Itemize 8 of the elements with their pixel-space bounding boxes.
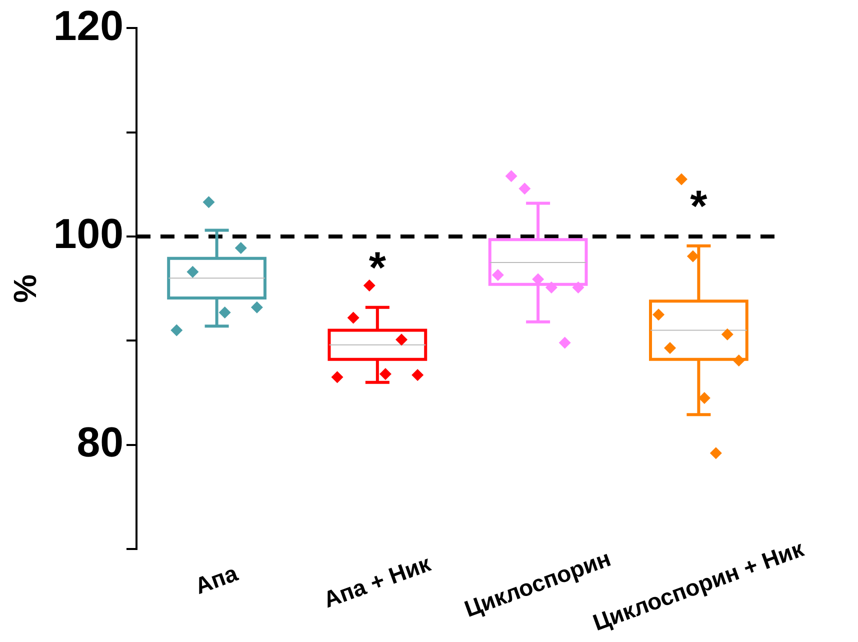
- annotation: *: [368, 243, 387, 292]
- y-axis-title: %: [7, 274, 44, 303]
- annotation: *: [690, 182, 708, 232]
- y-tick-label: 100: [53, 210, 124, 258]
- y-tick-label: 120: [53, 2, 124, 49]
- x-tick-label: Апа + Ник: [320, 550, 434, 613]
- y-tick-label: 80: [76, 418, 124, 466]
- x-tick-label: Апа: [191, 560, 242, 600]
